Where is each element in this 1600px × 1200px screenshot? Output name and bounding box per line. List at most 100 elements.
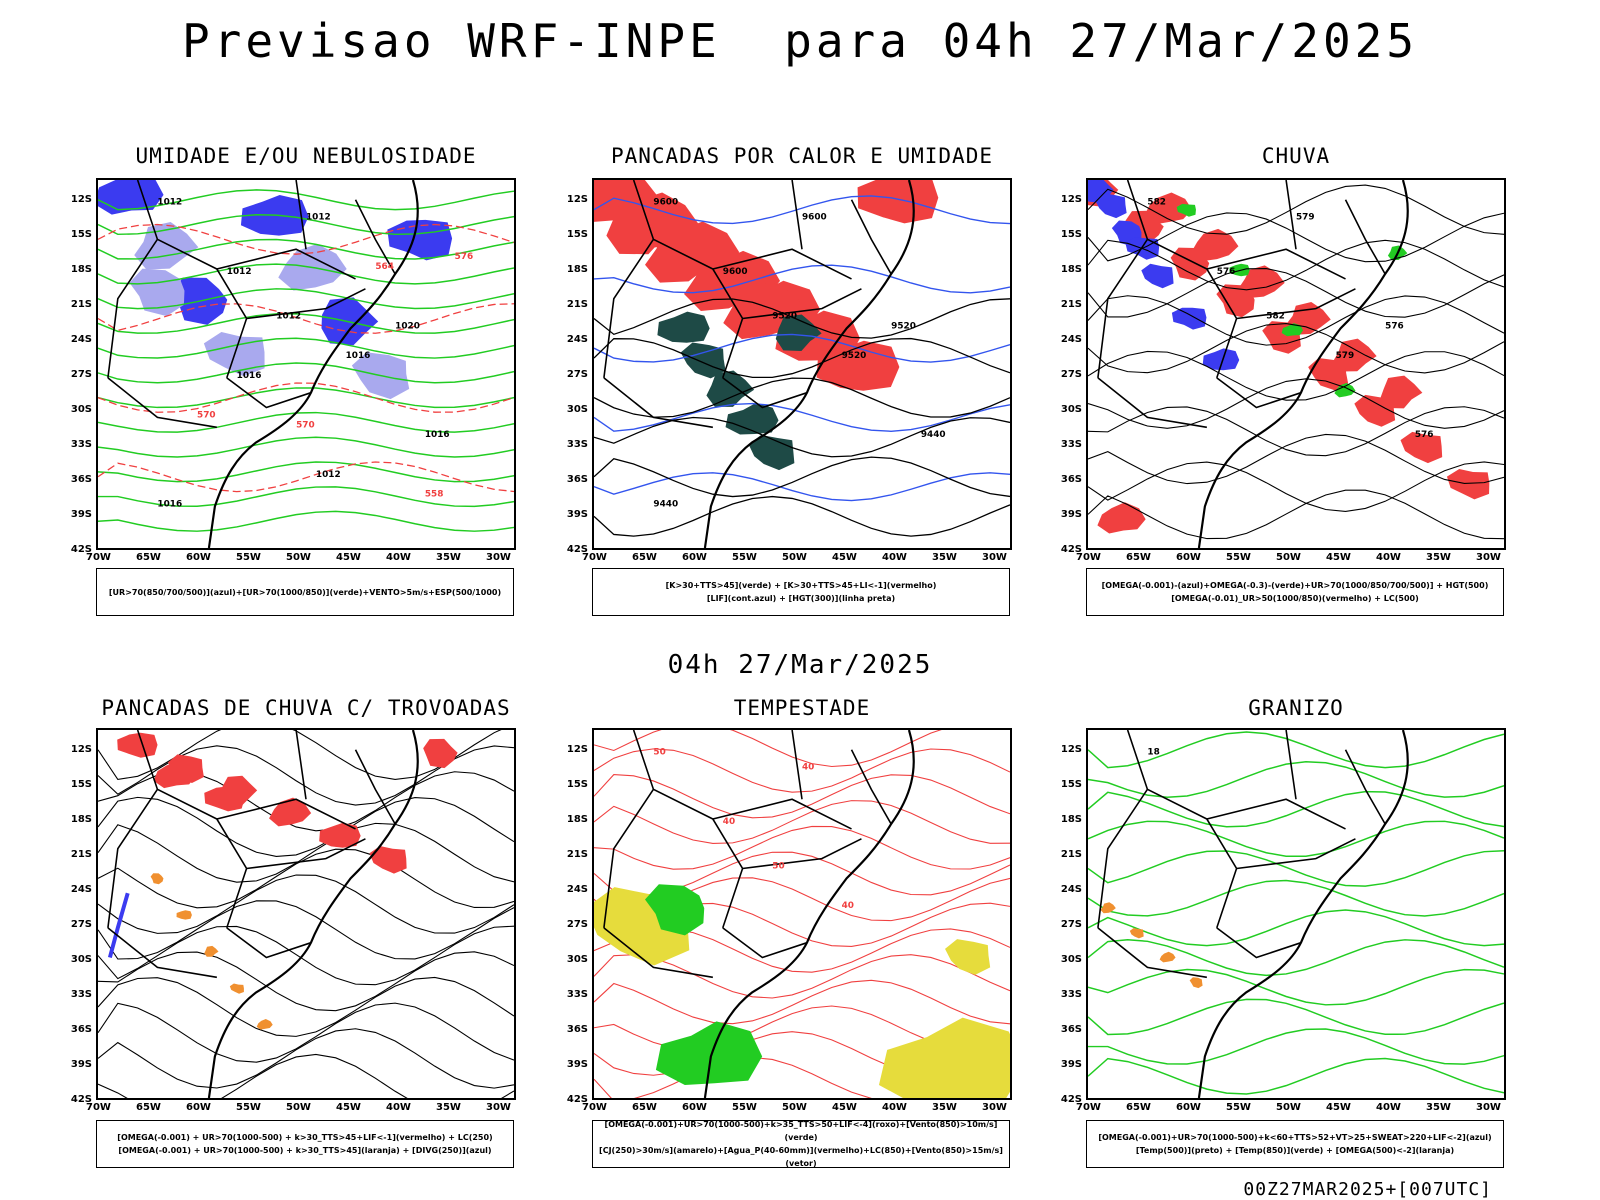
contour-label: 558 <box>425 490 444 500</box>
state-border <box>1206 798 1346 830</box>
map-panel: 582 579 576 582 579 576 576 <box>1086 178 1506 550</box>
humidity-contour <box>98 313 514 334</box>
state-border <box>107 377 217 429</box>
contour-label: 40 <box>842 901 854 911</box>
lon-tick-label: 45W <box>832 1102 857 1113</box>
state-border <box>1216 377 1302 409</box>
rain-area <box>1446 468 1490 500</box>
lat-tick-label: 12S <box>566 744 588 755</box>
height-contour <box>1088 489 1504 540</box>
thunderstorm-area <box>269 797 312 827</box>
state-border <box>722 927 808 959</box>
lat-tick-label: 15S <box>1060 229 1082 240</box>
lon-tick-label: 40W <box>386 552 411 563</box>
panel-legend: [OMEGA(-0.001)-(azul)+OMEGA(-0.3)-(verde… <box>1086 568 1504 616</box>
jet-area <box>945 939 991 975</box>
temp850-contour <box>1088 909 1504 947</box>
state-border <box>107 927 217 979</box>
lat-tick-label: 21S <box>1060 299 1082 310</box>
lat-tick-label: 33S <box>566 989 588 1000</box>
state-border <box>791 180 803 250</box>
omega-area <box>1100 902 1116 914</box>
lon-tick-label: 65W <box>632 1102 657 1113</box>
legend-line: [OMEGA(-0.001)-(azul)+OMEGA(-0.3)-(verde… <box>1101 581 1489 590</box>
panel-title: PANCADAS DE CHUVA C/ TROVOADAS <box>101 696 511 720</box>
temp850-contour <box>1088 820 1504 857</box>
lat-tick-label: 39S <box>70 509 92 520</box>
lat-tick-label: 24S <box>566 884 588 895</box>
thunderstorm-area <box>423 738 458 769</box>
lat-tick-label: 21S <box>70 299 92 310</box>
shower-area <box>256 1019 273 1030</box>
humidity-contour <box>98 461 514 483</box>
streamline <box>98 925 514 986</box>
lon-tick-label: 60W <box>186 1102 211 1113</box>
lat-tick-label: 36S <box>1060 1024 1082 1035</box>
map-canvas: 18 <box>1088 730 1504 1098</box>
contour-label: 1012 <box>227 267 252 277</box>
lon-tick-label: 50W <box>1276 1102 1301 1113</box>
legend-line: [OMEGA(-0.001) + UR>70(1000-500) + k>30_… <box>118 1146 492 1155</box>
lif-contour <box>594 264 1010 294</box>
panel-title: CHUVA <box>1261 144 1331 168</box>
state-border <box>603 927 713 979</box>
lon-tick-label: 55W <box>236 1102 261 1113</box>
instability-area <box>657 311 710 343</box>
lat-tick-label: 24S <box>1060 334 1082 345</box>
humidity-contour <box>98 362 514 384</box>
convection-area <box>606 195 682 255</box>
legend-line: [OMEGA(-0.001)+UR>70(1000-500)+k<60+TTS>… <box>1098 1133 1492 1142</box>
panel-title: UMIDADE E/OU NEBULOSIDADE <box>135 144 477 168</box>
height-contour <box>594 495 1010 537</box>
lat-tick-label: 15S <box>566 229 588 240</box>
state-border <box>1097 238 1149 378</box>
coastline <box>1197 730 1409 1098</box>
state-border <box>1285 180 1297 250</box>
lon-tick-label: 35W <box>436 1102 461 1113</box>
lat-tick-label: 30S <box>1060 404 1082 415</box>
lon-tick-label: 30W <box>486 1102 511 1113</box>
panel-title: GRANIZO <box>1248 696 1344 720</box>
lif-contour <box>594 402 1010 432</box>
map-panel <box>96 728 516 1100</box>
height-contour <box>1088 184 1504 235</box>
temp850-contour <box>1088 968 1504 1006</box>
omega-area <box>1095 193 1127 219</box>
state-border <box>742 288 862 320</box>
contour-label: 579 <box>1296 213 1315 223</box>
temp850-contour <box>1088 1028 1504 1065</box>
lat-tick-label: 18S <box>1060 814 1082 825</box>
height-contour <box>1088 461 1504 512</box>
contour-label: 1016 <box>346 351 371 361</box>
lat-tick-label: 36S <box>566 1024 588 1035</box>
humidity-contour <box>98 337 514 359</box>
lat-tick-label: 27S <box>70 919 92 930</box>
contour-label: 576 <box>1217 267 1236 277</box>
lat-tick-label: 18S <box>566 264 588 275</box>
omega-area <box>1171 307 1207 330</box>
height-contour <box>1088 212 1504 263</box>
lon-tick-label: 55W <box>1226 552 1251 563</box>
instability-area <box>725 402 779 435</box>
state-border <box>107 788 159 928</box>
streamline <box>98 1053 514 1098</box>
state-border <box>226 927 312 959</box>
lon-tick-label: 60W <box>186 552 211 563</box>
lat-tick-label: 24S <box>70 884 92 895</box>
lat-tick-label: 18S <box>70 814 92 825</box>
wind-area <box>645 884 705 936</box>
omega-area <box>1159 951 1176 963</box>
instability-area <box>706 370 755 407</box>
height-contour <box>1088 350 1504 401</box>
humidity-contour <box>98 263 514 285</box>
coastline <box>703 730 915 1098</box>
humidity-contour <box>98 213 514 236</box>
lon-tick-label: 35W <box>1426 552 1451 563</box>
lon-tick-label: 50W <box>782 552 807 563</box>
lon-tick-label: 70W <box>86 1102 111 1113</box>
streamline <box>98 1002 514 1063</box>
lat-tick-label: 27S <box>1060 919 1082 930</box>
state-border <box>1236 288 1356 320</box>
contour-label: 1020 <box>395 321 420 331</box>
height-contour <box>594 416 1010 458</box>
